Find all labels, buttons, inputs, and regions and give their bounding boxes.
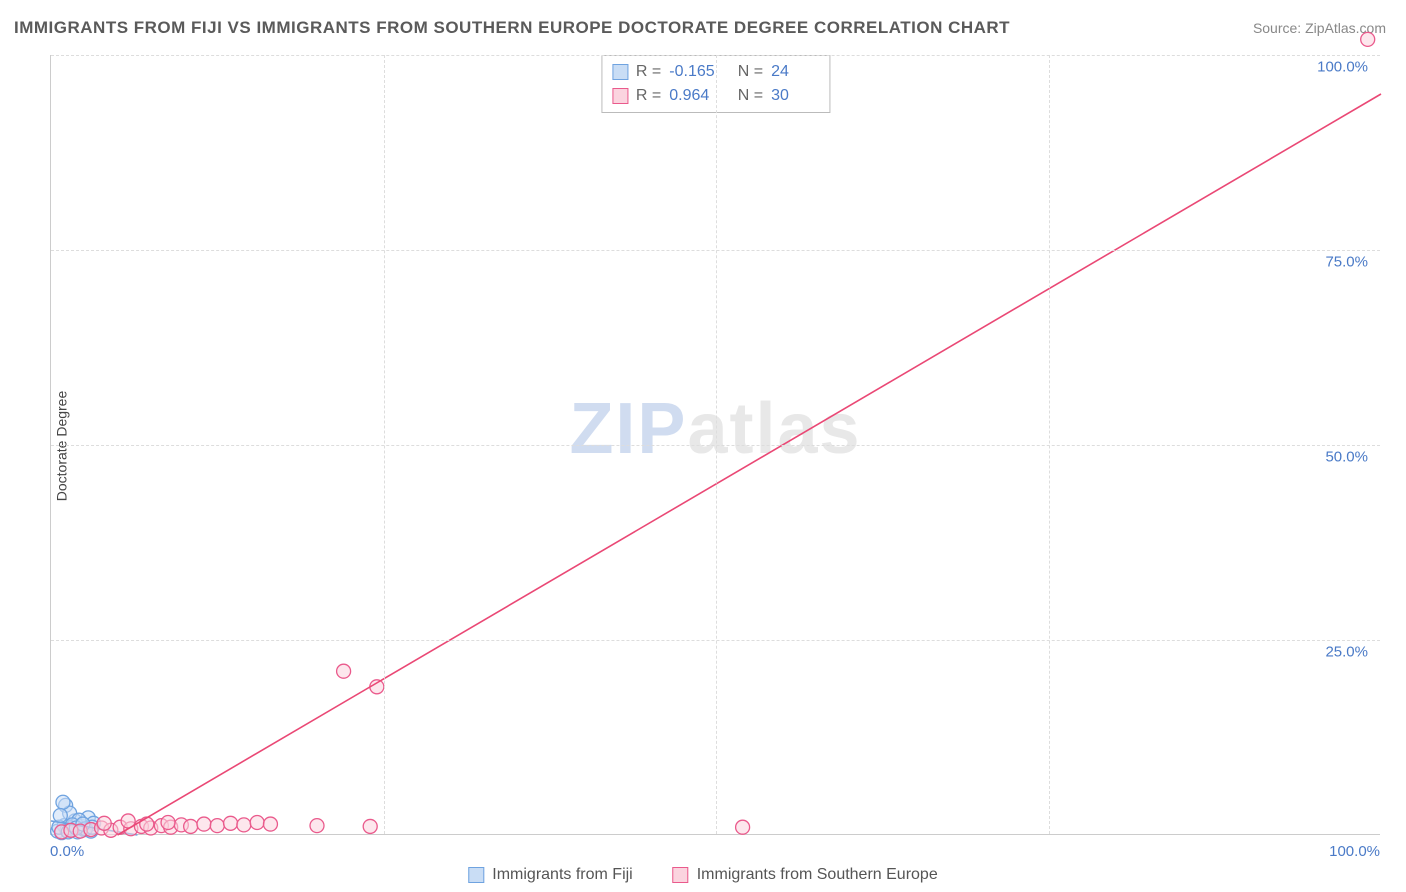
data-point	[97, 816, 111, 830]
r-value-fiji: -0.165	[669, 60, 717, 84]
swatch-fiji	[612, 64, 628, 80]
r-value-se: 0.964	[669, 84, 717, 108]
legend-item-fiji: Immigrants from Fiji	[468, 866, 632, 884]
y-tick-label: 100.0%	[1317, 59, 1368, 76]
trend-line	[118, 94, 1382, 835]
data-point	[250, 816, 264, 830]
data-point	[337, 664, 351, 678]
data-point	[263, 817, 277, 831]
n-label-2: N =	[738, 84, 763, 108]
r-label-2: R =	[636, 84, 661, 108]
data-point	[370, 680, 384, 694]
gridline-v	[384, 55, 385, 834]
y-tick-label: 25.0%	[1325, 644, 1368, 661]
legend-label-se: Immigrants from Southern Europe	[697, 866, 938, 884]
legend-swatch-se	[673, 867, 689, 883]
data-point	[184, 819, 198, 833]
gridline-v	[716, 55, 717, 834]
data-point	[56, 795, 70, 809]
x-tick-label: 0.0%	[50, 843, 84, 860]
data-point	[210, 819, 224, 833]
data-point	[140, 817, 154, 831]
data-point	[224, 816, 238, 830]
bottom-legend: Immigrants from Fiji Immigrants from Sou…	[468, 866, 937, 884]
n-value-fiji: 24	[771, 60, 819, 84]
legend-item-se: Immigrants from Southern Europe	[673, 866, 938, 884]
swatch-se	[612, 88, 628, 104]
plot-area: ZIPatlas R = -0.165 N = 24 R = 0.964 N =…	[50, 55, 1380, 835]
data-point	[53, 809, 67, 823]
chart-title: IMMIGRANTS FROM FIJI VS IMMIGRANTS FROM …	[14, 18, 1010, 38]
data-point	[363, 819, 377, 833]
data-point	[310, 819, 324, 833]
data-point	[1361, 32, 1375, 46]
legend-label-fiji: Immigrants from Fiji	[492, 866, 632, 884]
y-tick-label: 50.0%	[1325, 449, 1368, 466]
data-point	[237, 818, 251, 832]
data-point	[736, 820, 750, 834]
r-label: R =	[636, 60, 661, 84]
y-tick-label: 75.0%	[1325, 254, 1368, 271]
legend-swatch-fiji	[468, 867, 484, 883]
x-tick-label: 100.0%	[1329, 843, 1380, 860]
data-point	[197, 817, 211, 831]
gridline-v	[1049, 55, 1050, 834]
n-value-se: 30	[771, 84, 819, 108]
n-label: N =	[738, 60, 763, 84]
data-point	[161, 816, 175, 830]
